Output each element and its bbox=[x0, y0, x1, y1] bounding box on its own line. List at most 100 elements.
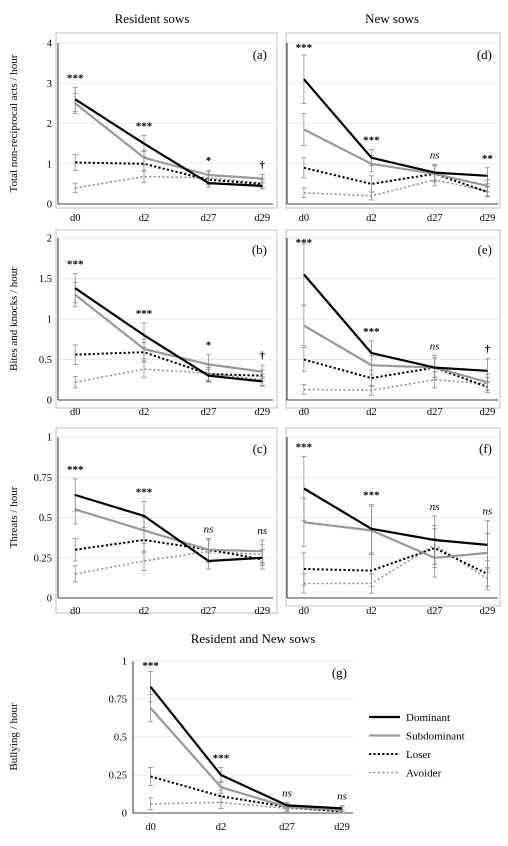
y-tick-label: 0.75 bbox=[34, 473, 52, 484]
panel-frame bbox=[55, 427, 278, 614]
y-axis-title: Bullying / hour bbox=[8, 703, 20, 771]
significance-label: *** bbox=[136, 486, 153, 498]
x-tick-label: d27 bbox=[279, 822, 295, 833]
panel-label: (g) bbox=[332, 665, 347, 680]
x-tick-label: d0 bbox=[299, 407, 310, 418]
series-line bbox=[74, 102, 263, 180]
panel-label: (b) bbox=[252, 242, 267, 257]
panel-label: (d) bbox=[477, 47, 492, 62]
heading-resident-sows: Resident sows bbox=[115, 11, 190, 26]
series-line bbox=[303, 358, 488, 388]
legend-item-subdominant: Subdominant bbox=[369, 731, 465, 743]
x-tick-label: d27 bbox=[201, 407, 217, 418]
x-tick-label: d29 bbox=[254, 606, 270, 617]
legend-label: Avoider bbox=[406, 768, 442, 780]
y-tick-label: 0.5 bbox=[39, 513, 52, 524]
x-tick-label: d2 bbox=[139, 213, 150, 224]
series-line bbox=[74, 508, 263, 553]
series-dominant bbox=[301, 54, 490, 185]
significance-label: *** bbox=[363, 490, 380, 502]
series-line bbox=[303, 487, 488, 546]
series-line bbox=[74, 493, 263, 563]
series-line bbox=[303, 179, 488, 197]
y-tick-label: 1.5 bbox=[39, 274, 52, 285]
y-tick-label: 0.75 bbox=[109, 695, 127, 706]
series-dominant bbox=[72, 273, 265, 387]
significance-label: *** bbox=[136, 121, 153, 133]
series-subdominant bbox=[148, 694, 345, 814]
significance-label: ns bbox=[483, 506, 493, 518]
significance-label: *** bbox=[67, 72, 84, 84]
x-tick-label: d0 bbox=[70, 213, 81, 224]
panel-g: 0 0.25 0.5 0.75 1 Bullying / hour d0 d2 d27 d29 (g… bbox=[8, 657, 353, 833]
y-tick-label: 1 bbox=[47, 315, 52, 326]
significance-label: *** bbox=[296, 42, 313, 54]
y-tick-label: 4 bbox=[47, 39, 53, 50]
significance-label: *** bbox=[67, 464, 84, 476]
series-line bbox=[149, 686, 343, 810]
significance-label: *** bbox=[363, 135, 380, 147]
x-tick-label: d29 bbox=[254, 407, 270, 418]
series-dominant bbox=[301, 455, 490, 570]
x-tick-label: d27 bbox=[201, 606, 217, 617]
y-tick-label: 0 bbox=[47, 594, 52, 605]
series-line bbox=[149, 707, 343, 812]
series-line bbox=[75, 351, 263, 377]
series-dominant bbox=[72, 478, 265, 570]
series-dominant bbox=[72, 86, 265, 190]
y-tick-label: 2 bbox=[47, 234, 52, 245]
significance-label: ns bbox=[430, 340, 440, 352]
panel-a: 0 1 2 3 4 Total non-reciprocal acts / hour d0 d… bbox=[8, 32, 278, 224]
series-line bbox=[303, 273, 488, 372]
series-line bbox=[75, 368, 263, 383]
significance-label: ns bbox=[430, 150, 440, 162]
x-tick-label: d27 bbox=[427, 606, 443, 617]
y-tick-label: 0 bbox=[47, 396, 52, 407]
x-tick-label: d0 bbox=[70, 407, 81, 418]
significance-label: *** bbox=[142, 660, 159, 672]
y-tick-label: 1 bbox=[47, 159, 52, 170]
panel-c: 0 0.25 0.5 0.75 1 Threats / hour d0 d2 d27 d29 (c)… bbox=[8, 427, 278, 617]
panel-frame bbox=[55, 32, 278, 209]
x-tick-label: d29 bbox=[480, 606, 496, 617]
legend-item-loser: Loser bbox=[369, 749, 431, 761]
legend-item-avoider: Avoider bbox=[369, 768, 442, 780]
x-tick-label: d0 bbox=[70, 606, 81, 617]
series-line bbox=[303, 324, 488, 384]
panel-label: (f) bbox=[479, 441, 492, 456]
panel-d: d0 d2 d27 d29 (d) *** *** ns ** bbox=[285, 32, 501, 224]
legend: Dominant Subdominant Loser Avoider bbox=[369, 712, 465, 780]
significance-label: *** bbox=[67, 259, 84, 271]
panel-b: 0 0.5 1 1.5 2 Bites and knocks / hour d0 d2 d27 d… bbox=[8, 229, 278, 418]
significance-label: * bbox=[206, 340, 212, 352]
panel-label: (e) bbox=[478, 242, 492, 257]
series-line bbox=[75, 550, 263, 575]
significance-label: ns bbox=[257, 525, 267, 537]
x-tick-label: d0 bbox=[299, 606, 310, 617]
y-tick-label: 2 bbox=[47, 119, 52, 130]
x-tick-label: d0 bbox=[145, 822, 156, 833]
series-line bbox=[74, 287, 263, 383]
x-tick-label: d29 bbox=[334, 822, 350, 833]
significance-label: *** bbox=[296, 441, 313, 453]
series-line bbox=[303, 521, 488, 559]
legend-label: Dominant bbox=[406, 712, 450, 724]
significance-label: † bbox=[260, 160, 266, 172]
legend-label: Loser bbox=[406, 749, 431, 761]
series-line bbox=[75, 175, 263, 189]
significance-label: ns bbox=[337, 790, 347, 802]
series-line bbox=[75, 539, 263, 561]
heading-resident-and-new-sows: Resident and New sows bbox=[191, 631, 316, 646]
significance-label: ns bbox=[430, 501, 440, 513]
legend-item-dominant: Dominant bbox=[369, 712, 450, 724]
x-tick-label: d2 bbox=[366, 407, 377, 418]
series-avoider bbox=[148, 795, 345, 814]
panel-label: (c) bbox=[253, 441, 267, 456]
panel-frame bbox=[285, 32, 501, 209]
panels: 0 1 2 3 4 Total non-reciprocal acts / hour d0 d… bbox=[8, 32, 501, 833]
y-axis-title: Bites and knocks / hour bbox=[8, 267, 20, 371]
y-axis-title: Total non-reciprocal acts / hour bbox=[8, 54, 20, 192]
significance-label: *** bbox=[136, 308, 153, 320]
y-tick-label: 3 bbox=[47, 79, 52, 90]
